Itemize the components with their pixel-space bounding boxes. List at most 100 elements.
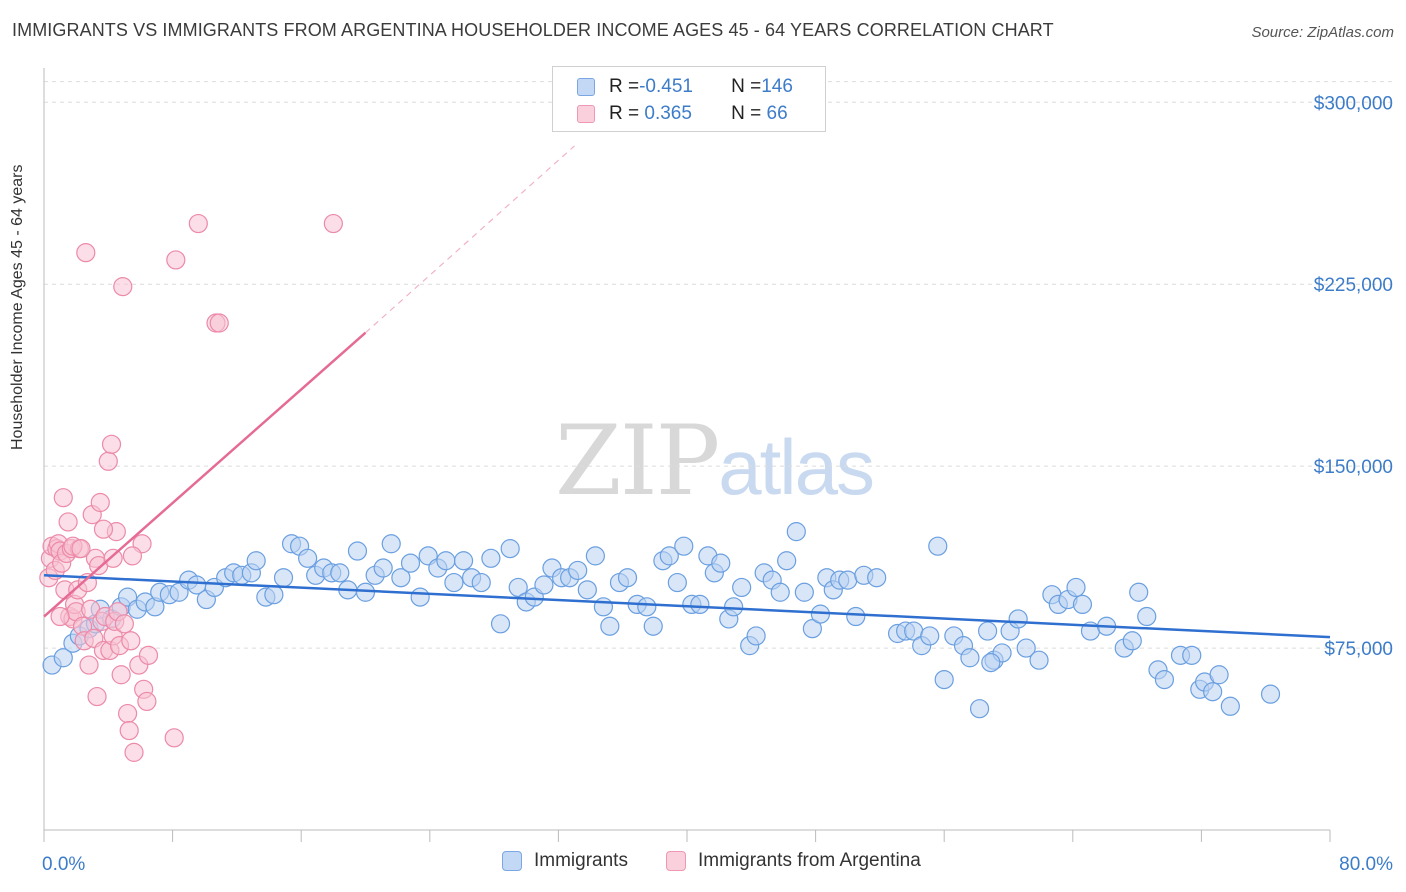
point-argentina — [58, 512, 78, 532]
point-argentina — [166, 250, 186, 270]
point-argentina — [98, 451, 118, 471]
y-tick-label: $300,000 — [1314, 93, 1393, 114]
point-immigrants — [453, 551, 474, 571]
point-argentina — [71, 539, 91, 559]
point-argentina — [164, 728, 184, 748]
point-immigrants — [960, 648, 980, 668]
legend-row-immigrants: R = -0.451 N = 146 — [577, 75, 793, 99]
point-immigrants — [1072, 594, 1093, 615]
point-immigrants — [373, 558, 393, 578]
point-immigrants — [637, 597, 657, 617]
point-immigrants — [1203, 682, 1223, 702]
point-immigrants — [1129, 582, 1149, 602]
point-immigrants — [1182, 645, 1202, 665]
watermark: ZIPatlas — [555, 405, 875, 517]
point-immigrants — [934, 669, 954, 690]
point-immigrants — [732, 577, 752, 598]
point-argentina — [138, 645, 159, 665]
legend-label-argentina: Immigrants from Argentina — [698, 850, 921, 871]
x-tick-label: 0.0% — [42, 854, 85, 875]
point-immigrants — [690, 594, 710, 615]
point-argentina — [114, 614, 134, 634]
legend-swatch-argentina — [666, 851, 686, 871]
point-immigrants — [534, 575, 554, 595]
point-immigrants — [617, 568, 638, 588]
legend-swatch-argentina — [577, 105, 595, 123]
point-immigrants — [674, 536, 694, 556]
point-immigrants — [264, 585, 284, 605]
point-immigrants — [53, 648, 73, 668]
point-immigrants — [410, 587, 430, 607]
trendline-immigrants — [43, 574, 1331, 639]
source-label: Source: ZipAtlas.com — [1251, 24, 1394, 41]
point-immigrants — [724, 597, 744, 617]
point-immigrants — [978, 621, 998, 641]
point-immigrants — [643, 616, 663, 636]
point-immigrants — [481, 548, 501, 568]
legend-r-label: R = — [609, 76, 640, 97]
y-tick-label: $150,000 — [1314, 457, 1393, 478]
point-argentina — [122, 546, 143, 566]
point-immigrants — [777, 551, 797, 571]
legend-n-value: 146 — [761, 76, 793, 97]
point-immigrants — [746, 626, 766, 646]
legend-n-value: 66 — [761, 103, 788, 124]
point-immigrants — [568, 560, 588, 581]
point-argentina — [79, 655, 99, 675]
point-argentina — [111, 665, 131, 685]
legend-swatch-immigrants — [502, 851, 522, 871]
point-immigrants — [786, 522, 806, 542]
watermark-atlas: atlas — [718, 423, 875, 511]
legend-n-label: N = — [731, 103, 762, 124]
point-immigrants — [1008, 609, 1028, 629]
legend-label-immigrants: Immigrants — [534, 850, 628, 871]
point-argentina — [90, 492, 110, 513]
point-immigrants — [838, 570, 858, 590]
series-legend: Immigrants Immigrants from Argentina — [0, 850, 1406, 878]
chart-title: IMMIGRANTS VS IMMIGRANTS FROM ARGENTINA … — [12, 20, 1054, 40]
point-immigrants — [659, 546, 679, 566]
point-immigrants — [1066, 577, 1086, 598]
point-argentina — [323, 213, 343, 234]
point-immigrants — [400, 553, 421, 573]
point-immigrants — [1137, 606, 1157, 627]
point-immigrants — [1029, 650, 1049, 670]
y-axis-label: Householder Income Ages 45 - 64 years — [9, 164, 26, 451]
point-immigrants — [667, 572, 687, 593]
point-immigrants — [593, 597, 614, 617]
point-immigrants — [490, 614, 511, 634]
point-immigrants — [928, 536, 948, 556]
x-tick-label: 80.0% — [1339, 854, 1393, 875]
point-argentina — [50, 606, 70, 627]
point-argentina — [119, 720, 139, 741]
point-immigrants — [920, 626, 940, 646]
trendline-argentina — [43, 331, 367, 618]
point-immigrants — [1016, 638, 1036, 658]
point-immigrants — [711, 553, 731, 573]
point-immigrants — [347, 541, 368, 561]
point-immigrants — [794, 582, 814, 602]
correlation-legend: R = -0.451 N = 146 R = 0.365 N = 66 — [552, 66, 826, 132]
point-immigrants — [330, 563, 350, 583]
legend-swatch-immigrants — [577, 78, 595, 96]
point-immigrants — [1260, 684, 1281, 704]
point-argentina — [76, 243, 96, 263]
point-immigrants — [436, 551, 456, 571]
point-argentina — [113, 277, 133, 297]
point-argentina — [117, 703, 138, 724]
legend-item-argentina[interactable]: Immigrants from Argentina — [666, 850, 921, 872]
legend-item-immigrants[interactable]: Immigrants — [502, 850, 628, 872]
y-tick-label: $75,000 — [1324, 639, 1393, 660]
point-immigrants — [1154, 669, 1175, 690]
point-argentina — [124, 742, 144, 762]
point-immigrants — [981, 653, 1001, 673]
legend-r-value: 0.365 — [639, 103, 692, 124]
point-argentina — [137, 691, 157, 712]
point-immigrants — [1209, 665, 1229, 685]
point-immigrants — [500, 539, 520, 559]
trendline-argentina-extension — [365, 145, 575, 334]
point-argentina — [188, 213, 208, 234]
legend-row-argentina: R = 0.365 N = 66 — [577, 102, 788, 126]
point-immigrants — [444, 572, 464, 593]
point-immigrants — [600, 616, 620, 636]
